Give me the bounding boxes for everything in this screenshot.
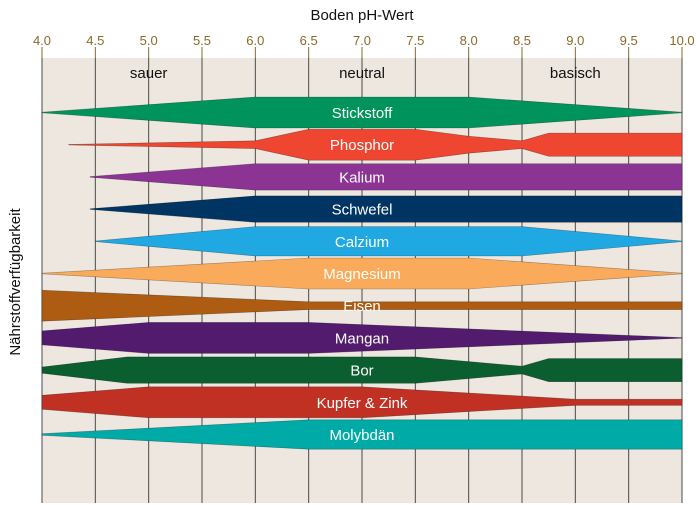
y-axis-title: Nährstoffverfügbarkeit xyxy=(7,208,24,356)
band-bor: Bor xyxy=(41,356,683,384)
band-eisen: Eisen xyxy=(41,289,683,322)
band-label: Molybdän xyxy=(329,427,394,444)
band-label: Magnesium xyxy=(323,266,401,283)
band-shape xyxy=(41,96,683,129)
tick-label: 9.5 xyxy=(620,33,638,48)
band-shape xyxy=(41,322,683,354)
band-label: Kupfer & Zink xyxy=(317,395,408,412)
band-shape xyxy=(41,356,683,384)
band-magnesium: Magnesium xyxy=(41,257,683,290)
tick-label: 6.0 xyxy=(246,33,264,48)
band-kupfer-zink: Kupfer & Zink xyxy=(41,386,683,419)
tick-label: 4.0 xyxy=(33,33,51,48)
band-shape xyxy=(41,257,683,290)
band-shape xyxy=(41,386,683,419)
band-shape xyxy=(41,419,683,450)
band-label: Kalium xyxy=(339,169,385,186)
tick-label: 7.5 xyxy=(406,33,424,48)
band-kalium: Kalium xyxy=(89,163,683,191)
band-phosphor: Phosphor xyxy=(68,128,683,161)
nutrient-bands: Stickstoff Phosphor Kalium Schwefel Calzium M… xyxy=(41,96,683,450)
zone-label: sauer xyxy=(130,65,168,82)
zone-label: neutral xyxy=(339,65,385,82)
band-label: Bor xyxy=(350,363,373,380)
band-mangan: Mangan xyxy=(41,322,683,354)
tick-label: 9.0 xyxy=(566,33,584,48)
band-shape xyxy=(68,128,683,161)
ph-zones: sauer neutral basisch xyxy=(130,65,601,82)
tick-label: 4.5 xyxy=(86,33,104,48)
tick-label: 5.5 xyxy=(193,33,211,48)
band-label: Calzium xyxy=(335,234,389,251)
tick-label: 8.0 xyxy=(460,33,478,48)
band-label: Stickstoff xyxy=(332,105,393,122)
band-schwefel: Schwefel xyxy=(89,195,683,223)
band-shape xyxy=(89,163,683,191)
band-calzium: Calzium xyxy=(95,226,683,257)
tick-label: 5.0 xyxy=(140,33,158,48)
band-molybdän: Molybdän xyxy=(41,419,683,450)
x-axis-title: Boden pH-Wert xyxy=(310,7,414,24)
x-axis-ticks: 4.0 4.5 5.0 5.5 6.0 6.5 7.0 7.5 8.0 8.5 9.0 9.5 10.0 xyxy=(33,33,695,58)
band-label: Eisen xyxy=(343,298,381,315)
tick-label: 7.0 xyxy=(353,33,371,48)
band-label: Schwefel xyxy=(332,202,393,219)
zone-label: basisch xyxy=(550,65,601,82)
tick-label: 6.5 xyxy=(300,33,318,48)
band-shape xyxy=(95,226,683,257)
band-shape xyxy=(41,289,683,322)
band-stickstoff: Stickstoff xyxy=(41,96,683,129)
tick-label: 8.5 xyxy=(513,33,531,48)
tick-label: 10.0 xyxy=(669,33,694,48)
band-label: Phosphor xyxy=(330,137,394,154)
band-label: Mangan xyxy=(335,330,389,347)
band-shape xyxy=(89,195,683,223)
